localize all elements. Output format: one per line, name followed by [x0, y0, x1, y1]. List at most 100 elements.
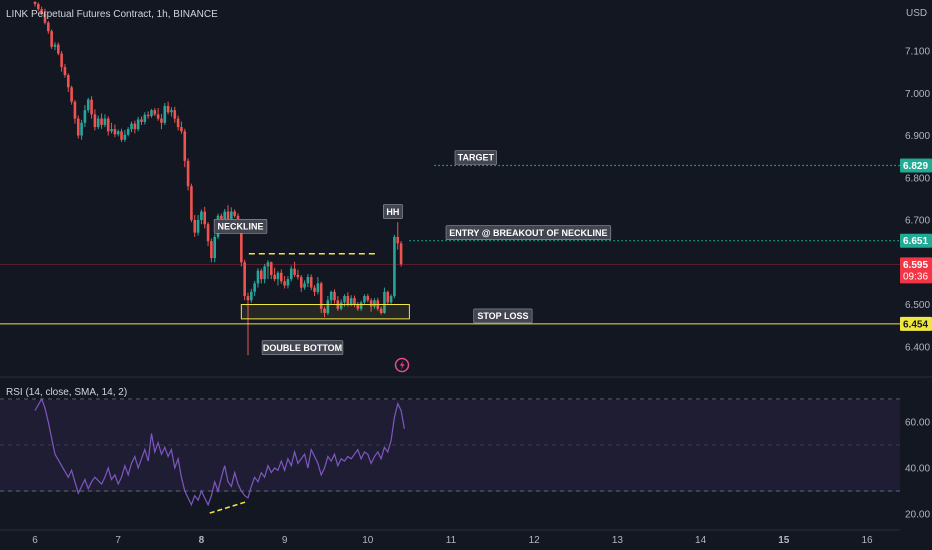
candle	[383, 287, 386, 314]
level-label-1-text: ENTRY @ BREAKOUT OF NECKLINE	[449, 228, 607, 238]
candle	[396, 222, 400, 250]
double-bottom-box[interactable]	[240, 304, 410, 320]
candle	[193, 214, 197, 237]
candle	[166, 101, 170, 115]
price-tag-2: 6.454	[900, 316, 932, 331]
price-tag-0: 6.829	[900, 158, 932, 173]
candle	[366, 293, 370, 303]
candle	[136, 116, 140, 132]
time-tick-label: 12	[529, 535, 541, 546]
candle	[253, 280, 256, 297]
candle	[196, 214, 200, 236]
candle	[160, 113, 163, 130]
candle	[76, 115, 80, 139]
time-tick-label: 9	[282, 535, 288, 546]
annotation-double-bottom[interactable]: DOUBLE BOTTOM	[261, 340, 344, 355]
annotation-hh[interactable]: HH	[383, 204, 403, 219]
candle	[399, 241, 403, 267]
candle	[103, 114, 107, 128]
candle	[37, 2, 40, 11]
candle	[100, 113, 103, 129]
candle	[96, 115, 100, 130]
candle	[309, 274, 313, 291]
candle	[70, 85, 73, 105]
candle	[389, 294, 393, 305]
candle	[333, 289, 336, 304]
candle	[233, 209, 236, 218]
candle	[210, 238, 213, 263]
price-axis[interactable]: 7.100 7.000 6.900 6.800 6.700 6.500 6.400	[905, 47, 930, 354]
candle	[53, 42, 57, 51]
candle	[303, 280, 306, 290]
candle	[379, 306, 383, 315]
price-tick-label: 7.100	[905, 47, 930, 58]
candle	[80, 119, 83, 140]
candle	[86, 97, 90, 113]
candle	[140, 116, 143, 125]
rsi-axis[interactable]: 60.00 40.00 20.00	[905, 418, 930, 521]
candle	[106, 116, 110, 136]
candle	[256, 268, 260, 288]
candle	[63, 64, 67, 78]
candle	[313, 285, 316, 297]
price-tick-label: 6.900	[905, 131, 930, 142]
time-tick-label: 13	[612, 535, 624, 546]
candle	[73, 100, 77, 124]
svg-text:6.829: 6.829	[903, 161, 928, 172]
candle	[173, 106, 177, 123]
annotation-hh-text: HH	[386, 207, 399, 217]
svg-text:6.651: 6.651	[903, 236, 928, 247]
candle	[190, 183, 193, 223]
candle	[289, 265, 293, 282]
level-label-0[interactable]: TARGET	[454, 150, 497, 165]
level-label-2-text: STOP LOSS	[477, 311, 528, 321]
candle	[126, 127, 130, 137]
candle	[296, 269, 300, 280]
time-tick-label: 15	[778, 535, 790, 546]
candle	[299, 274, 303, 292]
level-label-2[interactable]: STOP LOSS	[473, 308, 533, 324]
candle	[116, 129, 120, 137]
price-tick-label: 7.000	[905, 89, 930, 100]
candle	[170, 107, 173, 117]
time-axis[interactable]: 6 7 8 9 10 11 12 13 14 15 16	[32, 535, 873, 546]
rsi-band-fill	[0, 400, 900, 492]
time-tick-label: 14	[695, 535, 707, 546]
candle	[43, 8, 47, 25]
svg-text:09:36: 09:36	[903, 271, 928, 282]
candle	[353, 295, 356, 308]
candle	[120, 128, 123, 142]
candle	[203, 206, 207, 229]
candle	[56, 42, 60, 56]
candle	[130, 121, 133, 133]
candle	[93, 109, 97, 131]
svg-text:6.454: 6.454	[903, 319, 928, 330]
rsi-divergence-line[interactable]	[209, 501, 246, 514]
candle	[163, 102, 167, 125]
candle	[40, 6, 43, 16]
alert-icon[interactable]	[394, 357, 410, 373]
candle	[156, 108, 160, 121]
candle	[200, 209, 203, 225]
time-tick-label: 11	[446, 535, 457, 546]
candle	[326, 296, 330, 316]
candle	[263, 263, 266, 284]
time-tick-label: 8	[199, 535, 205, 546]
price-levels	[0, 164, 900, 325]
chart-annotations: TARGET ENTRY @ BREAKOUT OF NECKLINE STOP L…	[213, 150, 612, 355]
annotation-double-bottom-text: DOUBLE BOTTOM	[263, 343, 342, 353]
annotation-neckline[interactable]: NECKLINE	[213, 219, 268, 234]
rsi-line	[34, 397, 405, 507]
level-label-1[interactable]: ENTRY @ BREAKOUT OF NECKLINE	[445, 225, 612, 241]
price-tick-label: 6.700	[905, 216, 930, 227]
candle	[133, 120, 137, 134]
candle	[273, 267, 276, 282]
candle	[60, 51, 63, 72]
candle	[276, 271, 280, 286]
price-tick-label: 6.500	[905, 300, 930, 311]
candle	[50, 29, 53, 49]
candle	[323, 306, 326, 318]
